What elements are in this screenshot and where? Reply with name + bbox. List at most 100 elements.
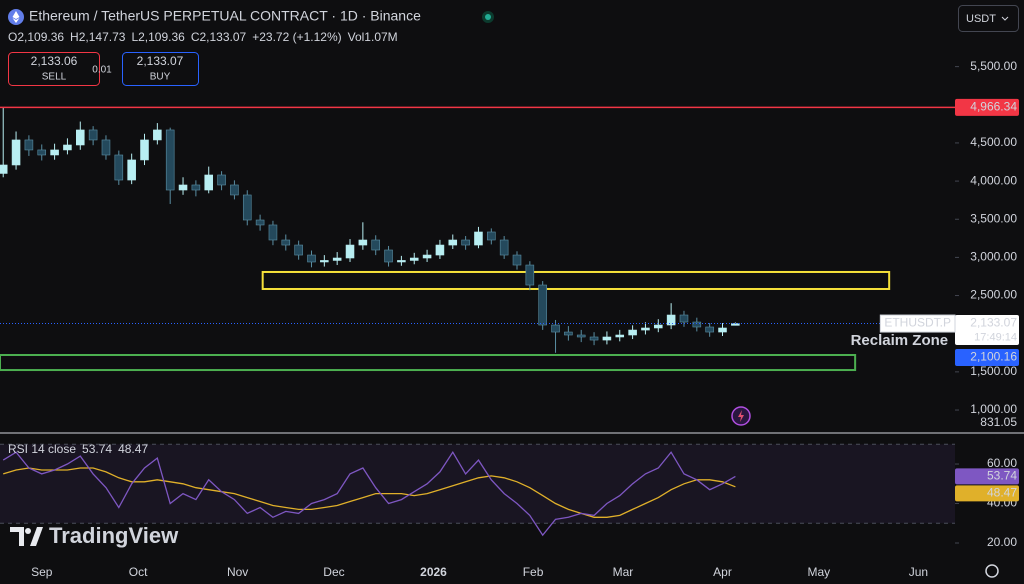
symbol-title: Ethereum / TetherUS PERPETUAL CONTRACT ·…	[29, 8, 421, 24]
y-tick-label: 2,500.00	[970, 288, 1017, 302]
candle-body	[114, 154, 124, 181]
indicator-value: 53.74	[82, 442, 112, 456]
spread: 0.01	[92, 65, 112, 76]
candle-body	[654, 324, 663, 329]
y-tick-label: 5,500.00	[970, 59, 1017, 73]
ohlc-value: +23.72 (+1.12%)	[252, 30, 341, 44]
candle-body	[538, 284, 547, 326]
alert-bolt	[738, 410, 744, 422]
candle-body	[551, 324, 560, 333]
symbol-tag-box	[879, 314, 956, 333]
candle-body	[127, 159, 136, 181]
x-tick-label: Jun	[909, 565, 928, 579]
plot-layer: Reclaim Zone 1,000.00 1,500.00 2,500.00 3,00…	[0, 59, 1019, 579]
y-tick-label: 4,000.00	[970, 173, 1017, 187]
candle-body	[525, 264, 535, 286]
price-level-tag	[955, 315, 1019, 346]
symbol-tag: ETHUSDT.P	[884, 316, 951, 330]
candle-body	[63, 144, 72, 151]
x-tick-label: May	[808, 565, 831, 579]
x-tick-label: Sep	[31, 565, 53, 579]
candle-body	[242, 194, 252, 221]
candle-body	[358, 239, 368, 246]
candle-body	[576, 334, 586, 338]
candle-body	[409, 257, 419, 261]
buy-label: BUY	[150, 72, 171, 83]
indicator-title: RSI 14 close	[8, 442, 76, 456]
candle-body	[153, 129, 162, 141]
y-tick-label: 20.00	[987, 535, 1017, 549]
candle-body	[24, 139, 34, 151]
candle-body	[628, 329, 637, 336]
candle-body	[75, 129, 85, 146]
candle-body	[204, 174, 214, 191]
x-tick-label: Apr	[713, 565, 732, 579]
y-tick-label: 60.00	[987, 456, 1017, 470]
price-level-label: 4,966.34	[970, 100, 1017, 114]
candle-body	[165, 129, 175, 191]
candle-body	[281, 239, 291, 246]
brand-name: TradingView	[49, 523, 179, 548]
candle-body	[255, 219, 265, 226]
indicator-axis-box	[955, 485, 1019, 502]
candle-body	[666, 314, 676, 326]
y-tick-label: 3,000.00	[970, 250, 1017, 264]
candle-body	[397, 260, 406, 263]
candle-body	[37, 149, 47, 156]
candle-body	[217, 174, 226, 186]
candle-body	[679, 314, 689, 323]
y-tick-label: 3,500.00	[970, 211, 1017, 225]
settings-icon[interactable]	[985, 564, 999, 578]
candle-body	[461, 239, 470, 246]
candle-body	[589, 336, 599, 341]
coin-glyph	[12, 11, 20, 23]
candle-body	[705, 326, 714, 333]
candle-body	[178, 184, 188, 191]
price-level-tag	[955, 98, 1019, 116]
candle-body	[512, 254, 522, 266]
candle-body	[718, 327, 727, 333]
zone	[261, 270, 891, 290]
candle-body	[140, 139, 149, 161]
x-tick-label: Dec	[323, 565, 344, 579]
x-tick-label: Oct	[129, 565, 148, 579]
candle-body	[50, 149, 59, 156]
candle-body	[101, 139, 111, 156]
candle-body	[474, 231, 483, 246]
candle-body	[422, 254, 432, 259]
price-level-label: 2,133.07	[970, 316, 1017, 330]
x-tick-label: Mar	[613, 565, 634, 579]
zone	[0, 354, 857, 372]
rsi-line	[2, 450, 736, 537]
candle-body	[499, 239, 509, 256]
buy-price: 2,133.07	[137, 54, 184, 68]
ohlc-value: C2,133.07	[191, 30, 247, 44]
sell-button[interactable]	[8, 52, 100, 86]
sell-price: 2,133.06	[31, 54, 78, 68]
x-tick-label: Nov	[227, 565, 248, 579]
axis-label: 2,100.16	[970, 350, 1017, 364]
brand-mark-slash	[30, 527, 43, 546]
currency-select[interactable]	[958, 5, 1019, 32]
axis-label-box	[955, 349, 1019, 367]
sell-label: SELL	[42, 72, 67, 83]
candle-body	[294, 244, 303, 256]
buy-button[interactable]	[122, 52, 199, 86]
candle-body	[88, 129, 98, 141]
candle-body	[11, 139, 21, 166]
candle-body	[320, 260, 329, 263]
indicator-axis-label: 53.74	[987, 469, 1017, 483]
candle-body	[692, 321, 702, 328]
indicator-axis-box	[955, 468, 1019, 485]
candle-body	[564, 331, 573, 336]
candle-body	[384, 249, 393, 263]
candle-body	[332, 257, 342, 261]
zone-label: Reclaim Zone	[851, 332, 949, 349]
candle-body	[371, 239, 380, 251]
candle-body	[230, 184, 239, 196]
rsi-band	[0, 444, 955, 524]
candle-body	[448, 239, 458, 246]
candle-body	[641, 327, 650, 331]
axis-label-box	[955, 414, 1019, 432]
